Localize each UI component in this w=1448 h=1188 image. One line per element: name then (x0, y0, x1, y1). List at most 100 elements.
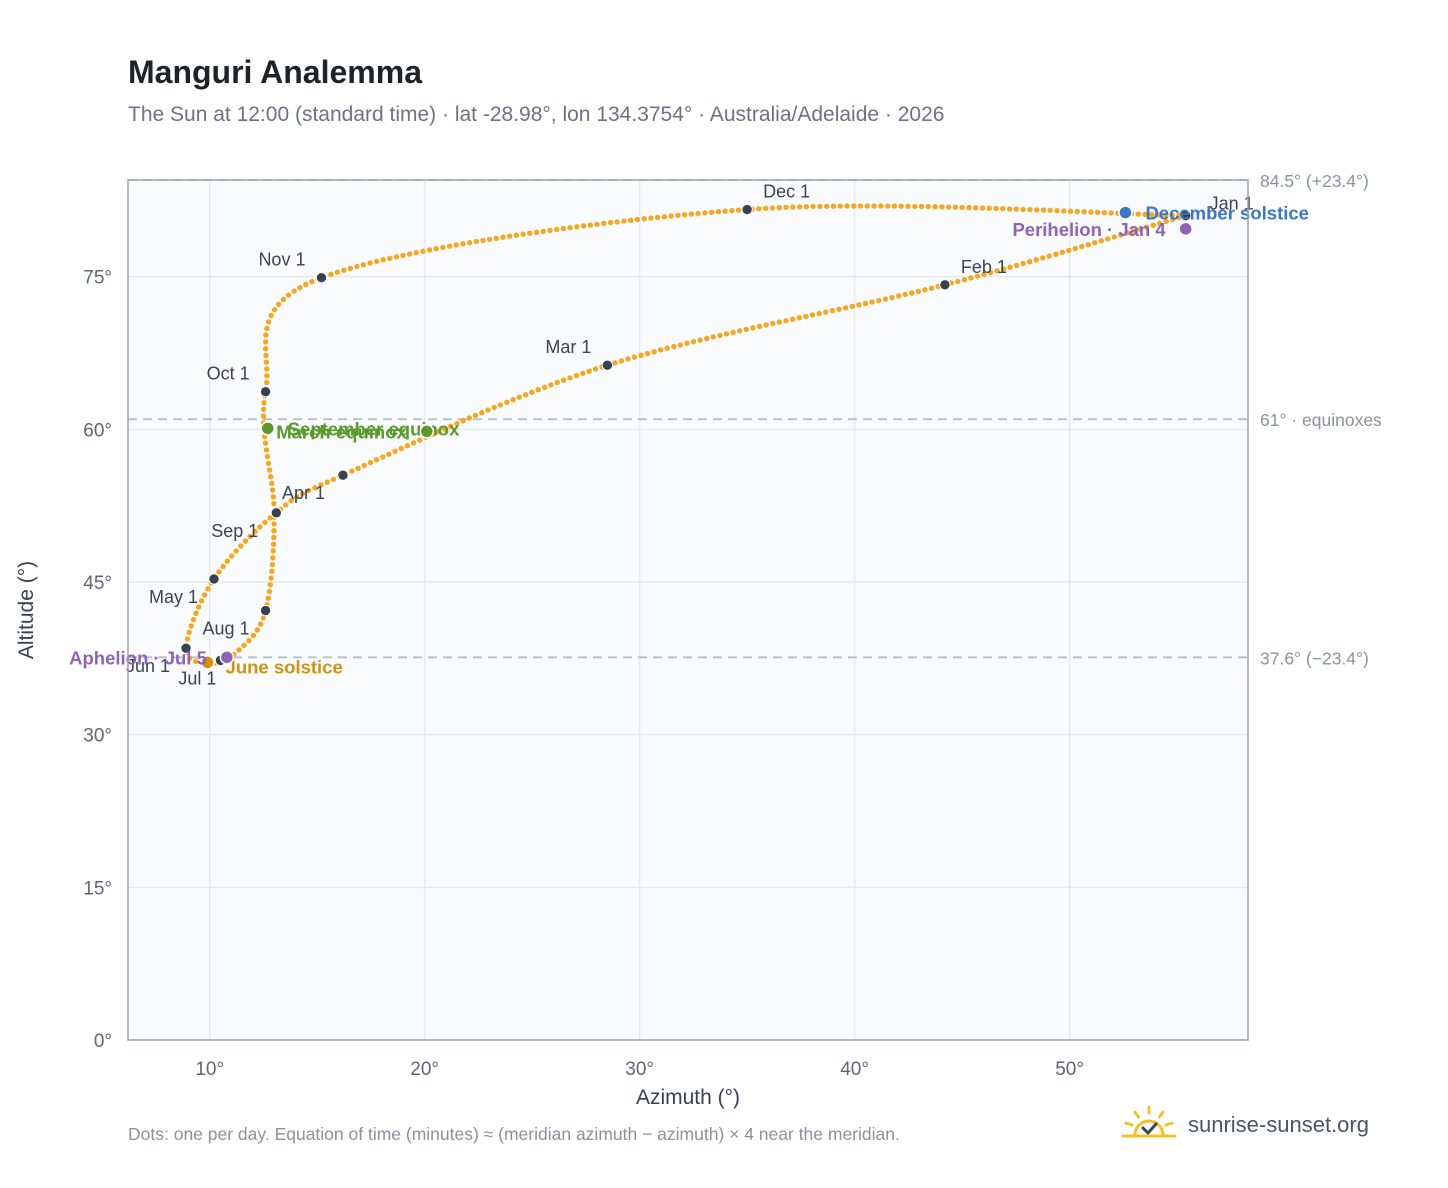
daily-dot (803, 204, 809, 210)
daily-dot (968, 275, 974, 281)
daily-dot (1059, 249, 1066, 255)
daily-dot (460, 241, 466, 247)
plot-area (128, 180, 1248, 1040)
daily-dot (974, 273, 981, 279)
month-label: Jan 1 (1210, 194, 1254, 214)
daily-dot (763, 205, 769, 211)
daily-dot (497, 402, 504, 408)
daily-dot (592, 366, 599, 372)
daily-dot (1111, 234, 1118, 240)
daily-dot (513, 232, 520, 238)
daily-dot (417, 437, 423, 443)
daily-dot (671, 343, 677, 350)
daily-dot (722, 208, 728, 214)
daily-dot (318, 482, 324, 488)
daily-dot (270, 548, 276, 554)
daily-dot (1020, 260, 1026, 267)
daily-dot (220, 563, 226, 570)
daily-dot (347, 265, 354, 271)
daily-dot (548, 382, 554, 388)
daily-dot (262, 440, 269, 446)
y-tick-label: 30° (83, 726, 112, 747)
daily-dot (267, 515, 273, 521)
daily-dot (895, 293, 902, 299)
daily-dot (684, 340, 690, 346)
daily-dot (1006, 206, 1013, 212)
brand[interactable]: sunrise-sunset.org (1118, 1100, 1369, 1150)
daily-dot (651, 349, 657, 355)
daily-dot (702, 210, 708, 216)
daily-dot (704, 335, 710, 342)
daily-dot (1020, 206, 1026, 213)
reference-line-label: 61° · equinoxes (1260, 410, 1382, 430)
daily-dot (594, 221, 600, 227)
daily-dot (688, 211, 695, 217)
y-tick-label: 60° (83, 420, 112, 441)
daily-dot (266, 588, 273, 595)
daily-dot (466, 240, 473, 246)
daily-dot (898, 203, 904, 209)
chart-subtitle: The Sun at 12:00 (standard time) · lat -… (128, 103, 945, 126)
daily-dot (262, 346, 269, 352)
daily-dot (271, 534, 277, 541)
daily-dot (837, 203, 843, 209)
daily-dot (729, 207, 735, 214)
daily-dot (387, 255, 393, 261)
daily-dot (966, 204, 972, 211)
daily-dot (186, 629, 192, 636)
daily-dot (472, 412, 479, 419)
daily-dot (266, 467, 273, 473)
event-label: March equinox (276, 421, 407, 442)
daily-dot (233, 548, 239, 554)
daily-dot (264, 453, 271, 460)
daily-dot (480, 237, 486, 244)
daily-dot (1131, 228, 1137, 234)
daily-dot (1098, 238, 1105, 244)
daily-dot (263, 447, 270, 453)
daily-dot (824, 203, 830, 209)
daily-dot (1040, 207, 1047, 213)
event-label: Perihelion · Jan 4 (1012, 219, 1166, 240)
daily-dot (291, 288, 297, 294)
daily-dot (560, 225, 567, 232)
y-tick-label: 0° (94, 1031, 112, 1052)
daily-dot (628, 217, 634, 223)
daily-dot (268, 474, 274, 480)
month-label: Apr 1 (282, 483, 325, 503)
event-marker (419, 424, 435, 439)
daily-dot (393, 254, 400, 260)
daily-dot (952, 204, 959, 210)
daily-dot (1095, 209, 1101, 216)
month-marker (939, 279, 951, 291)
daily-dot (270, 494, 276, 500)
month-marker (741, 203, 753, 216)
daily-dot (817, 203, 823, 210)
daily-dot (945, 204, 952, 210)
daily-dot (184, 636, 191, 642)
daily-dot (460, 418, 466, 424)
daily-dot (285, 292, 292, 298)
y-tick-label: 15° (83, 878, 112, 899)
daily-dot (328, 271, 334, 277)
daily-dot (1072, 245, 1079, 252)
daily-dot (441, 426, 448, 432)
daily-dot (986, 205, 992, 211)
event-marker (1118, 205, 1133, 220)
daily-dot (851, 203, 857, 209)
plot-frame (127, 179, 1249, 1041)
y-axis-label: Altitude (°) (15, 561, 38, 659)
daily-dot (303, 281, 309, 288)
daily-dot (269, 561, 276, 568)
daily-dot (668, 213, 674, 219)
daily-dot (1061, 208, 1067, 214)
daily-dot (723, 331, 730, 337)
daily-dot (264, 379, 270, 386)
daily-dot (876, 297, 882, 304)
footnote: Dots: one per day. Equation of time (min… (128, 1124, 900, 1144)
daily-dot (681, 212, 688, 218)
daily-dot (500, 234, 506, 240)
reference-line-label: 84.5° (+23.4°) (1260, 171, 1369, 191)
daily-dot (1054, 208, 1060, 214)
month-marker (259, 604, 272, 617)
daily-dot (275, 301, 282, 307)
